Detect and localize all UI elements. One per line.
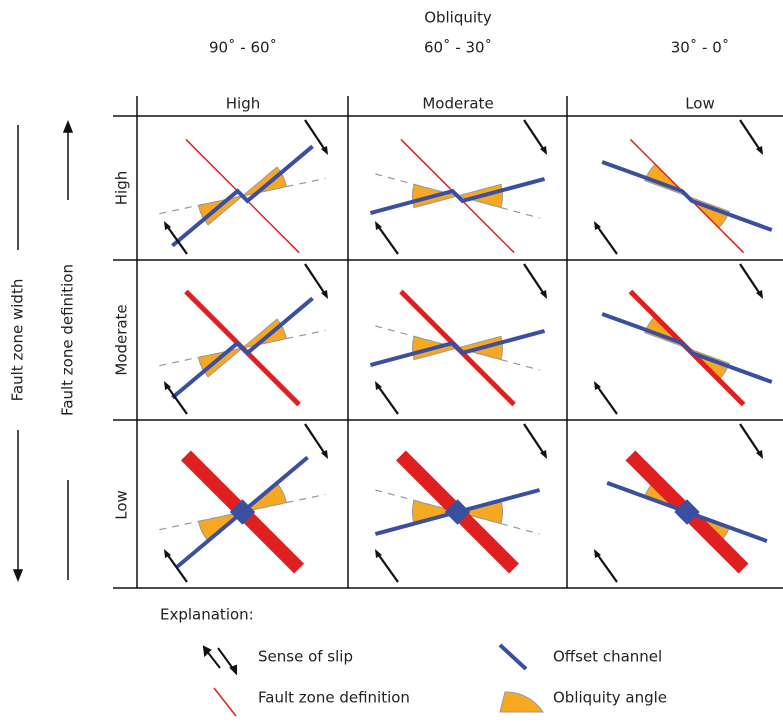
obliquity-wedge — [242, 318, 288, 349]
row-header: Moderate — [113, 304, 131, 375]
slip-arrow — [523, 423, 545, 455]
row-header: High — [113, 171, 131, 205]
legend-wedge-icon — [499, 691, 544, 713]
axis-label: Fault zone width — [9, 279, 27, 402]
reference-line — [375, 489, 540, 535]
slip-arrowhead — [756, 450, 763, 459]
slip-arrowhead — [540, 450, 547, 459]
slip-arrowhead — [321, 146, 328, 155]
offset-channel — [369, 177, 546, 215]
slip-arrowhead — [756, 146, 763, 155]
slip-arrowhead — [594, 381, 601, 390]
title: Obliquity — [424, 9, 492, 27]
range-label: 30˚ - 0˚ — [671, 39, 730, 57]
slip-arrow — [596, 225, 618, 255]
obliquity-wedge — [197, 195, 243, 226]
offset-channel — [171, 144, 314, 248]
slip-arrow — [739, 263, 761, 295]
legend-label: Offset channel — [553, 648, 662, 666]
column-header: High — [226, 95, 260, 113]
slip-arrow — [739, 423, 761, 455]
slip-arrow — [304, 263, 326, 295]
slip-arrow — [304, 423, 326, 455]
slip-arrowhead — [375, 549, 382, 558]
legend-label: Sense of slip — [258, 648, 353, 666]
legend-fault-icon — [213, 687, 237, 717]
slip-arrowhead — [321, 450, 328, 459]
cells — [159, 119, 773, 583]
row-header: Low — [113, 490, 131, 520]
range-label: 90˚ - 60˚ — [209, 39, 277, 57]
slip-arrow — [377, 553, 399, 583]
legend-channel-icon — [498, 643, 528, 671]
obliquity-wedge — [242, 166, 288, 197]
slip-arrowhead — [594, 549, 601, 558]
slip-arrow — [523, 119, 545, 151]
slip-arrow — [523, 263, 545, 295]
slip-arrowhead — [164, 221, 171, 230]
slip-arrow — [377, 385, 399, 415]
slip-arrowhead — [164, 381, 171, 390]
grid — [113, 96, 783, 589]
slip-arrowhead — [375, 221, 382, 230]
legend-label: Fault zone definition — [258, 689, 410, 707]
slip-arrow — [596, 385, 618, 415]
slip-arrow — [166, 385, 188, 415]
offset-channel — [601, 160, 773, 232]
slip-arrow — [166, 225, 188, 255]
column-header: Low — [685, 95, 715, 113]
slip-arrow — [166, 553, 188, 583]
side-arrows — [12, 119, 74, 583]
slip-arrowhead — [756, 290, 763, 299]
slip-arrowhead — [540, 290, 547, 299]
obliquity-wedge — [197, 347, 243, 378]
axis-label: Fault zone definition — [59, 264, 77, 416]
legend-slip-icon — [202, 645, 237, 676]
legend-title: Explanation: — [160, 606, 254, 624]
slip-arrowhead — [321, 290, 328, 299]
channel-knot — [229, 499, 256, 525]
slip-arrow — [377, 225, 399, 255]
slip-arrow — [739, 119, 761, 151]
offset-channel — [601, 312, 773, 384]
channel-knot — [674, 499, 700, 525]
slip-arrowhead — [375, 381, 382, 390]
column-header: Moderate — [422, 95, 493, 113]
slip-arrowhead — [164, 549, 171, 558]
slip-arrow — [596, 553, 618, 583]
slip-arrowhead — [594, 221, 601, 230]
reference-line — [159, 493, 326, 531]
offset-channel — [171, 296, 314, 400]
slip-arrowhead — [540, 146, 547, 155]
legend-label: Obliquity angle — [553, 689, 667, 707]
offset-channel — [369, 329, 546, 367]
slip-arrow — [304, 119, 326, 151]
range-label: 60˚ - 30˚ — [424, 39, 492, 57]
channel-knot — [444, 499, 471, 525]
